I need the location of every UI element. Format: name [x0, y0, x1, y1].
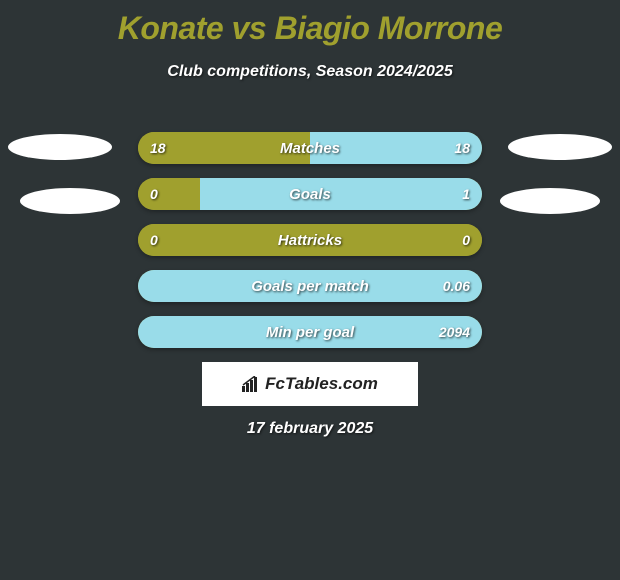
- bar-label: Matches: [138, 132, 482, 164]
- bar-label: Goals per match: [138, 270, 482, 302]
- team-left-badge-2: [20, 188, 120, 214]
- bar-value-right: 0.06: [443, 270, 470, 302]
- subtitle: Club competitions, Season 2024/2025: [0, 63, 620, 81]
- team-left-badge-1: [8, 134, 112, 160]
- bar-label: Goals: [138, 178, 482, 210]
- source-logo: FcTables.com: [202, 362, 418, 406]
- bar-row-hattricks: 0 Hattricks 0: [138, 224, 482, 256]
- bar-row-goals: 0 Goals 1: [138, 178, 482, 210]
- bar-row-matches: 18 Matches 18: [138, 132, 482, 164]
- bar-label: Min per goal: [138, 316, 482, 348]
- bar-label: Hattricks: [138, 224, 482, 256]
- bar-row-goals-per-match: Goals per match 0.06: [138, 270, 482, 302]
- footer-date: 17 february 2025: [0, 420, 620, 438]
- bar-row-min-per-goal: Min per goal 2094: [138, 316, 482, 348]
- chart-icon: [242, 376, 262, 392]
- bar-value-right: 1: [462, 178, 470, 210]
- bar-value-right: 0: [462, 224, 470, 256]
- bar-value-right: 2094: [439, 316, 470, 348]
- logo-label: FcTables.com: [265, 374, 378, 394]
- infographic-container: Konate vs Biagio Morrone Club competitio…: [0, 10, 620, 580]
- team-right-badge-1: [508, 134, 612, 160]
- logo-text: FcTables.com: [242, 374, 378, 394]
- comparison-bars: 18 Matches 18 0 Goals 1 0 Hattricks 0 Go…: [138, 132, 482, 362]
- bar-value-right: 18: [454, 132, 470, 164]
- team-right-badge-2: [500, 188, 600, 214]
- page-title: Konate vs Biagio Morrone: [0, 10, 620, 47]
